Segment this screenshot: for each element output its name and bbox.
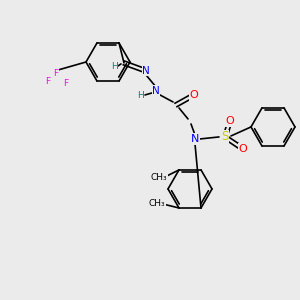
Text: H: H (136, 92, 143, 100)
Text: CH₃: CH₃ (151, 173, 167, 182)
Text: O: O (190, 90, 198, 100)
Text: N: N (142, 66, 150, 76)
Text: S: S (221, 130, 229, 143)
Text: F: F (63, 80, 69, 88)
Text: F: F (45, 77, 51, 86)
Text: H: H (111, 62, 117, 71)
Text: F: F (53, 68, 58, 77)
Text: O: O (226, 116, 234, 126)
Text: N: N (152, 86, 160, 96)
Text: O: O (238, 144, 247, 154)
Text: CH₃: CH₃ (149, 199, 165, 208)
Text: N: N (191, 134, 199, 144)
